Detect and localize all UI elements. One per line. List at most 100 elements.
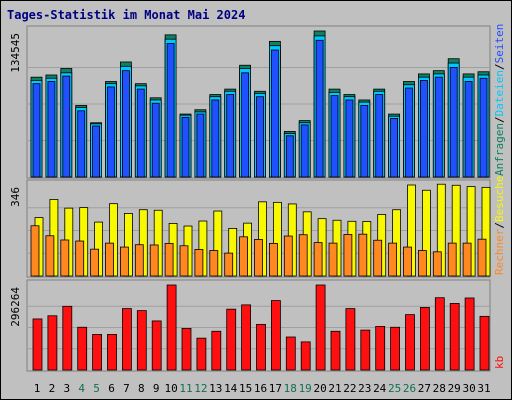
bar-hits-seiten-day-20 [315, 39, 324, 178]
bar-hits-seiten-day-3 [62, 75, 71, 178]
bar-kb-kb-day-30 [464, 297, 475, 371]
bar-kb-kb-day-11 [181, 327, 192, 371]
bar-hits-seiten-day-5 [92, 125, 100, 178]
bar-visits-besuche-day-7 [120, 246, 129, 277]
legend-item: kb [493, 356, 506, 369]
bar-hits-seiten-day-28 [434, 76, 443, 178]
x-tick-label: 23 [358, 382, 371, 395]
bar-kb-kb-day-28 [434, 297, 445, 371]
bar-hits-seiten-day-14 [226, 94, 235, 178]
x-tick-label: 26 [403, 382, 416, 395]
bar-visits-besuche-day-13 [209, 250, 219, 277]
x-tick-label: 6 [108, 382, 115, 395]
bar-kb-kb-day-19 [300, 341, 311, 371]
bar-visits-besuche-day-14 [224, 252, 234, 277]
x-tick-label: 4 [78, 382, 85, 395]
bar-visits-besuche-day-9 [149, 244, 159, 277]
x-tick-label: 22 [343, 382, 356, 395]
x-tick-label: 27 [418, 382, 431, 395]
x-tick-label: 17 [269, 382, 282, 395]
x-tick-label: 25 [388, 382, 401, 395]
bar-kb-kb-day-10 [166, 284, 177, 371]
bar-kb-kb-day-25 [390, 326, 401, 371]
bar-kb-kb-day-8 [136, 310, 147, 371]
bar-visits-besuche-day-19 [298, 234, 308, 277]
panel-visits-max-label: 346 [9, 187, 22, 207]
bar-kb-kb-day-22 [345, 308, 356, 371]
panel-hits-max-label: 134545 [9, 33, 22, 73]
x-tick-label: 11 [179, 382, 192, 395]
bar-hits-seiten-day-26 [405, 87, 413, 178]
panel-visits: 346 Rechner/Besuche [9, 176, 506, 278]
bar-visits-besuche-day-3 [60, 239, 70, 277]
x-tick-label: 7 [123, 382, 130, 395]
x-tick-label: 12 [194, 382, 207, 395]
x-tick-label: 18 [284, 382, 297, 395]
bar-hits-seiten-day-15 [241, 72, 250, 178]
bar-visits-besuche-day-22 [343, 234, 353, 277]
bar-hits-seiten-day-7 [122, 70, 130, 178]
bar-kb-kb-day-13 [211, 330, 222, 371]
bar-kb-kb-day-12 [196, 337, 207, 371]
bar-kb-kb-day-4 [77, 326, 88, 371]
panel-kb: 296264 kb [9, 279, 506, 372]
x-tick-label: 8 [138, 382, 145, 395]
x-tick-label: 15 [239, 382, 252, 395]
bar-visits-besuche-day-28 [432, 251, 442, 277]
bar-visits-besuche-day-21 [328, 242, 338, 277]
x-tick-label: 10 [164, 382, 177, 395]
bar-visits-besuche-day-26 [403, 246, 412, 277]
bar-hits-seiten-day-19 [300, 124, 309, 178]
bar-hits-seiten-day-9 [151, 102, 160, 178]
bar-kb-kb-day-9 [151, 320, 162, 371]
bar-kb-kb-day-24 [375, 325, 386, 371]
bar-visits-besuche-day-6 [105, 242, 114, 277]
bar-visits-besuche-day-27 [417, 250, 427, 277]
x-tick-label: 3 [63, 382, 70, 395]
bar-visits-besuche-day-25 [388, 242, 398, 277]
bar-hits-seiten-day-11 [181, 116, 190, 178]
legend-item: Seiten [493, 24, 506, 64]
bar-hits-seiten-day-24 [375, 94, 384, 178]
bar-hits-seiten-day-2 [47, 81, 56, 178]
x-axis-day-labels: 1 2 3 4 5 6 7 8 9 10 11 12 13 14 15 16 17 18 19 20 21 22 23 24 2… [34, 382, 491, 395]
x-tick-label: 30 [462, 382, 475, 395]
x-tick-label: 20 [313, 382, 326, 395]
bar-kb-kb-day-16 [256, 323, 266, 371]
x-tick-label: 29 [448, 382, 461, 395]
bar-visits-besuche-day-11 [179, 245, 189, 277]
x-tick-label: 16 [254, 382, 267, 395]
x-tick-label: 2 [49, 382, 56, 395]
legend-item: / [493, 63, 506, 70]
legend-item: Besuche [493, 176, 506, 222]
bar-visits-besuche-day-5 [90, 248, 99, 277]
bar-visits-besuche-day-12 [194, 249, 204, 277]
x-tick-label: 14 [224, 382, 238, 395]
bar-visits-besuche-day-20 [313, 242, 323, 277]
x-tick-label: 19 [299, 382, 312, 395]
bar-visits-besuche-day-15 [239, 236, 249, 277]
bar-kb-kb-day-17 [270, 300, 281, 371]
bar-kb-kb-day-14 [226, 308, 237, 371]
bar-visits-besuche-day-30 [462, 242, 472, 277]
bar-kb-kb-day-18 [285, 336, 296, 371]
legend-item: Anfragen [493, 123, 506, 176]
bar-hits-seiten-day-31 [479, 77, 488, 178]
panel-kb-max-label: 296264 [9, 287, 22, 327]
bar-kb-kb-day-31 [479, 315, 490, 371]
bar-kb-kb-day-3 [62, 305, 73, 371]
bar-visits-besuche-day-1 [30, 225, 40, 277]
x-tick-label: 9 [153, 382, 160, 395]
bar-kb-kb-day-2 [47, 315, 58, 371]
bar-kb-kb-day-21 [330, 330, 341, 371]
bar-kb-kb-day-7 [122, 308, 132, 371]
panel-hits-legend: Anfragen/Dateien/Seiten [493, 24, 506, 176]
bar-kb-kb-day-5 [92, 334, 102, 371]
panel-visits-legend: Rechner/Besuche [493, 176, 506, 275]
bar-hits-seiten-day-12 [196, 113, 205, 178]
panel-hits-legend-text: Anfragen/Dateien/Seiten [493, 24, 506, 176]
bar-visits-besuche-day-24 [373, 239, 383, 277]
bar-hits-seiten-day-30 [464, 81, 473, 178]
bar-hits-seiten-day-4 [77, 110, 86, 178]
